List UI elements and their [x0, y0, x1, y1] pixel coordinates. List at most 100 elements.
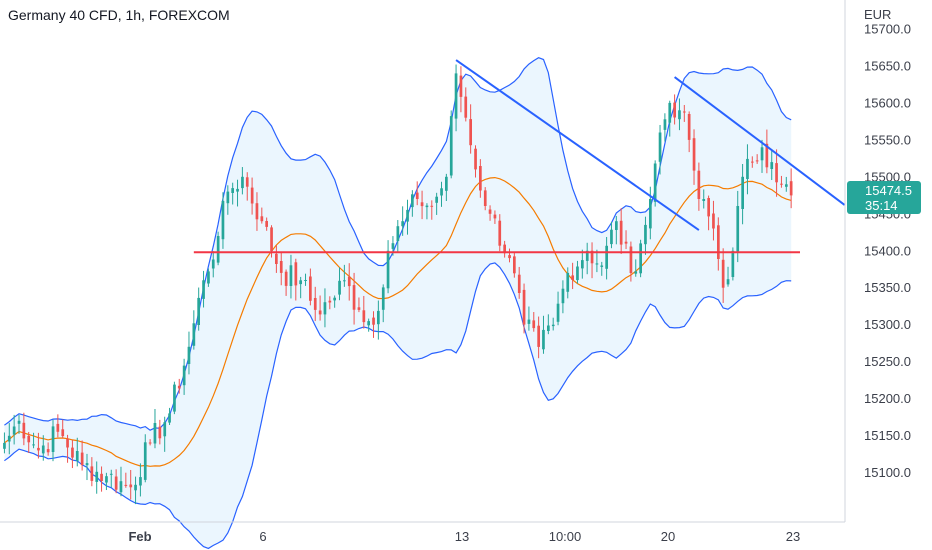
candle	[585, 242, 589, 275]
time-axis[interactable]: Feb 6 13 10:00 20 23	[128, 529, 800, 544]
candle	[576, 260, 579, 284]
price-tick-label: 15650.0	[864, 59, 911, 74]
candle	[629, 241, 633, 282]
candle	[415, 181, 419, 206]
bollinger-basis	[4, 176, 792, 467]
candle-body	[139, 477, 142, 486]
candle	[100, 466, 103, 492]
candle	[420, 190, 424, 220]
candle	[532, 312, 536, 332]
candle	[581, 249, 584, 279]
candle	[352, 272, 356, 325]
candle	[459, 66, 463, 113]
candle	[236, 179, 239, 207]
candle	[547, 314, 550, 335]
candle	[309, 268, 312, 306]
candle	[202, 270, 205, 308]
candle	[46, 442, 50, 456]
candle	[634, 259, 638, 277]
candle-body	[712, 213, 715, 229]
candle-body	[309, 276, 312, 301]
candle	[493, 210, 497, 224]
candle	[56, 414, 60, 438]
candle	[449, 110, 453, 179]
candle	[168, 407, 171, 426]
candle-body	[51, 426, 55, 452]
candle	[571, 262, 574, 290]
time-tick-label: 13	[455, 529, 469, 544]
candle-body	[109, 473, 113, 475]
candle	[347, 263, 351, 301]
candle	[275, 245, 278, 273]
candle-body	[780, 183, 783, 185]
candle-body	[129, 484, 133, 488]
candle	[464, 87, 468, 122]
candle-body	[420, 202, 424, 207]
candle	[741, 163, 744, 225]
candle-body	[95, 471, 99, 482]
candle	[712, 200, 715, 241]
candle-body	[134, 484, 137, 491]
trendline-upper[interactable]	[455, 59, 700, 231]
time-tick-label: 6	[259, 529, 266, 544]
candle-body	[658, 132, 662, 162]
candle	[537, 316, 540, 359]
candle	[318, 295, 322, 321]
candle	[736, 190, 740, 263]
candle	[260, 207, 264, 224]
candle-body	[168, 413, 171, 423]
candle	[702, 189, 706, 209]
candle-body	[289, 265, 293, 286]
candle	[377, 300, 380, 340]
candle	[542, 315, 545, 354]
candle-body	[211, 259, 215, 269]
candle	[27, 431, 31, 453]
candle	[522, 283, 526, 334]
candle	[32, 432, 35, 449]
candle-body	[304, 280, 307, 281]
candle	[61, 419, 65, 439]
candle-body	[605, 245, 608, 269]
price-tick-label: 15250.0	[864, 354, 911, 369]
candle-body	[22, 422, 26, 439]
candle	[692, 129, 696, 185]
candle-body	[551, 324, 555, 327]
candle	[488, 205, 492, 221]
candle-body	[503, 244, 506, 254]
candle-body	[17, 420, 21, 424]
currency-label: EUR	[864, 7, 891, 22]
candle-body	[697, 170, 701, 199]
candle-body	[726, 279, 730, 285]
candle	[153, 409, 157, 449]
candle-body	[590, 250, 594, 264]
candle-body	[143, 442, 147, 480]
candle-body	[556, 303, 560, 322]
candle-body	[270, 227, 273, 251]
candle	[615, 215, 618, 245]
candle	[411, 190, 414, 217]
candle-body	[527, 319, 531, 324]
candle-body	[425, 205, 429, 208]
candle	[401, 206, 404, 236]
candle	[605, 236, 608, 280]
candle-body	[255, 203, 259, 220]
candle-body	[731, 250, 735, 277]
price-tick-label: 15300.0	[864, 317, 911, 332]
candle	[299, 276, 302, 299]
candle-body	[488, 209, 492, 214]
candle-body	[449, 116, 453, 176]
candle	[216, 231, 220, 266]
trendline-lower[interactable]	[673, 76, 846, 206]
candle-body	[634, 271, 638, 274]
candle-body	[260, 216, 264, 222]
candle	[265, 217, 268, 231]
candle-body	[352, 285, 356, 310]
candle-body	[41, 445, 45, 454]
candle	[678, 98, 681, 131]
candle	[721, 248, 725, 303]
candle	[75, 437, 79, 467]
candle-body	[741, 176, 744, 209]
last-price-badge: 15474.5 35:14	[847, 181, 921, 214]
candle-body	[27, 435, 31, 443]
